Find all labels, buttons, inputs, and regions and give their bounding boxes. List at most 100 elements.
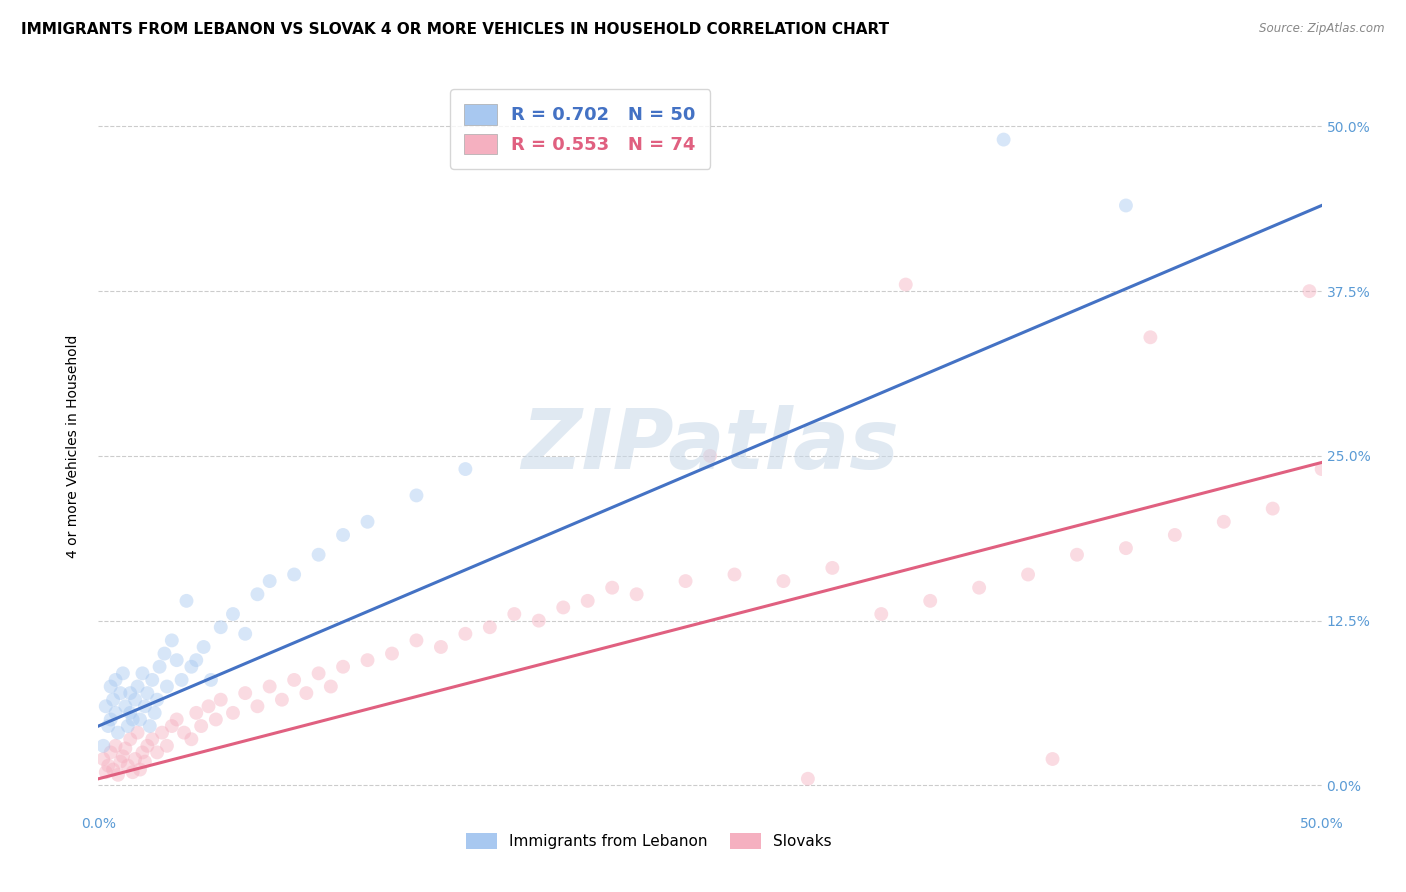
Point (356, 653, 378, 667)
Point (110, 755, 132, 769)
Point (139, 719, 162, 733)
Point (1261, 501, 1284, 516)
Point (190, 719, 212, 733)
Point (1298, 284, 1320, 298)
Point (180, 732, 202, 747)
Point (100, 746, 122, 760)
Point (576, 594, 599, 608)
Point (1066, 548, 1088, 562)
Point (166, 713, 188, 727)
Point (146, 692, 169, 706)
Point (143, 706, 166, 720)
Point (283, 673, 305, 687)
Point (821, 561, 844, 575)
Point (170, 673, 193, 687)
Point (120, 686, 142, 700)
Point (600, 581, 623, 595)
Point (1042, 752, 1064, 766)
Point (97, 719, 120, 733)
Point (141, 732, 163, 747)
Point (107, 725, 129, 739)
Point (772, 574, 794, 588)
Point (153, 647, 176, 661)
Point (121, 713, 143, 727)
Text: IMMIGRANTS FROM LEBANON VS SLOVAK 4 OR MORE VEHICLES IN HOUSEHOLD CORRELATION CH: IMMIGRANTS FROM LEBANON VS SLOVAK 4 OR M… (21, 22, 889, 37)
Point (259, 574, 281, 588)
Point (1164, 528, 1187, 542)
Point (127, 680, 149, 694)
Point (127, 725, 149, 739)
Point (319, 680, 342, 694)
Point (295, 686, 318, 700)
Point (107, 768, 129, 782)
Point (1017, 567, 1039, 582)
Point (723, 567, 745, 582)
Point (503, 607, 526, 621)
Point (156, 739, 179, 753)
Point (121, 765, 143, 780)
Point (405, 633, 427, 648)
Legend: Immigrants from Lebanon, Slovaks: Immigrants from Lebanon, Slovaks (460, 827, 838, 855)
Point (100, 680, 122, 694)
Point (134, 699, 156, 714)
Point (1115, 198, 1137, 212)
Point (675, 574, 697, 588)
Point (131, 666, 153, 681)
Point (180, 659, 202, 673)
Point (233, 627, 256, 641)
Point (967, 581, 990, 595)
Point (120, 706, 142, 720)
Point (111, 749, 134, 764)
Point (209, 692, 232, 706)
Point (94, 699, 117, 714)
Point (100, 713, 122, 727)
Point (97, 758, 120, 772)
Point (104, 673, 127, 687)
Point (270, 692, 294, 706)
Point (332, 528, 354, 542)
Point (146, 746, 169, 760)
Point (117, 719, 139, 733)
Point (233, 686, 256, 700)
Point (134, 755, 156, 769)
Point (478, 620, 501, 634)
Point (111, 666, 134, 681)
Text: ZIPatlas: ZIPatlas (522, 406, 898, 486)
Point (1139, 330, 1161, 344)
Point (894, 277, 917, 292)
Point (91, 752, 114, 766)
Point (209, 620, 232, 634)
Point (246, 587, 269, 601)
Point (430, 640, 453, 654)
Point (405, 488, 427, 502)
Point (176, 594, 198, 608)
Point (186, 653, 208, 667)
Point (160, 633, 183, 648)
Point (454, 462, 477, 476)
Point (94, 765, 117, 780)
Point (197, 699, 219, 714)
Point (150, 725, 173, 739)
Point (149, 659, 172, 673)
Point (193, 640, 215, 654)
Point (222, 607, 245, 621)
Point (114, 699, 136, 714)
Point (246, 699, 269, 714)
Point (91, 739, 114, 753)
Point (124, 752, 146, 766)
Point (222, 706, 245, 720)
Point (136, 686, 159, 700)
Point (200, 673, 222, 687)
Point (166, 653, 188, 667)
Point (141, 673, 163, 687)
Point (1212, 515, 1234, 529)
Point (131, 746, 153, 760)
Point (308, 548, 330, 562)
Point (553, 600, 575, 615)
Point (308, 666, 330, 681)
Text: Source: ZipAtlas.com: Source: ZipAtlas.com (1260, 22, 1385, 36)
Point (1310, 462, 1333, 476)
Point (124, 692, 146, 706)
Point (186, 706, 208, 720)
Point (156, 680, 179, 694)
